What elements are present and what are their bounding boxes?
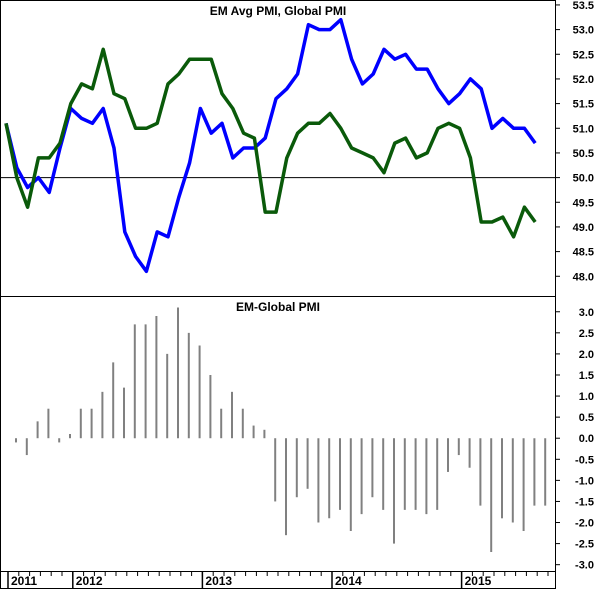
top-chart-title: EM Avg PMI, Global PMI <box>210 4 346 18</box>
bottom-bars-group <box>15 307 547 553</box>
bottom-y-tick-label: 1.0 <box>579 391 594 403</box>
bottom-y-tick-label: 2.0 <box>579 349 594 361</box>
top-y-tick-label: 50.0 <box>573 173 594 185</box>
top-y-tick-label: 53.0 <box>573 25 594 37</box>
top-y-tick-label: 49.0 <box>573 222 594 234</box>
top-series-group <box>4 17 537 274</box>
bottom-y-tick-label: 2.5 <box>579 328 594 340</box>
top-y-tick-label: 51.0 <box>573 123 594 135</box>
bottom-y-tick-label: 1.5 <box>579 370 594 382</box>
top-y-tick-label: 51.5 <box>573 99 594 111</box>
bottom-y-tick-label: -1.5 <box>575 496 594 508</box>
bottom-y-axis: -3.0 -2.5 -2.0 -1.5 -1.0 -0.5 0.0 0.5 1.0 1.5 2.0 2… <box>556 307 594 572</box>
x-axis: 2011 2012 2013 2014 2015 <box>7 572 549 589</box>
top-y-tick-label: 49.5 <box>573 197 594 209</box>
top-y-tick-label: 52.0 <box>573 74 594 86</box>
top-y-tick-label: 53.5 <box>573 0 594 12</box>
series-line-0 <box>4 17 537 274</box>
bottom-y-tick-label: -3.0 <box>575 560 594 572</box>
bottom-y-tick-label: -2.0 <box>575 518 594 530</box>
bottom-y-tick-label: -1.0 <box>575 475 594 487</box>
bottom-y-tick-label: -2.5 <box>575 539 594 551</box>
x-year-label: 2013 <box>205 574 232 588</box>
top-y-tick-label: 50.5 <box>573 148 594 160</box>
x-year-label: 2014 <box>335 574 362 588</box>
plot-frame <box>0 0 556 589</box>
top-y-axis: 48.0 48.5 49.0 49.5 50.0 50.5 51.0 51.5 52.0 52.5… <box>556 0 594 283</box>
bottom-y-tick-label: -0.5 <box>575 454 594 466</box>
bottom-y-tick-label: 3.0 <box>579 307 594 319</box>
top-y-tick-label: 48.5 <box>573 247 594 259</box>
top-y-tick-label: 48.0 <box>573 271 594 283</box>
bottom-y-tick-label: 0.0 <box>579 433 594 445</box>
bottom-y-tick-label: 0.5 <box>579 412 594 424</box>
x-year-label: 2015 <box>465 574 492 588</box>
bottom-chart-title: EM-Global PMI <box>236 300 320 314</box>
top-y-tick-label: 52.5 <box>573 49 594 61</box>
series-line-1 <box>4 47 537 239</box>
x-year-label: 2012 <box>76 574 103 588</box>
x-year-label: 2011 <box>11 574 37 588</box>
